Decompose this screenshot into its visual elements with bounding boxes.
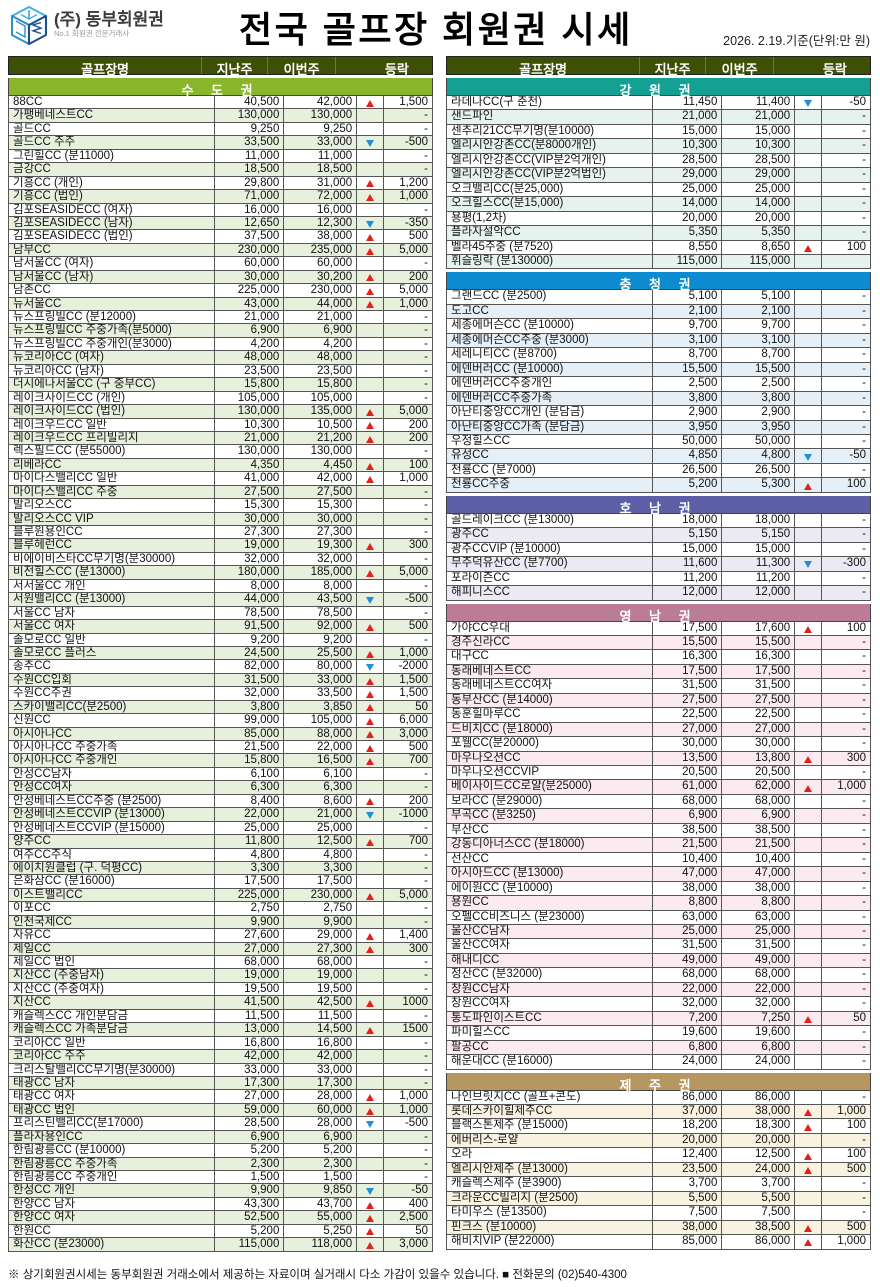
svg-text:(주) 동부회원권: (주) 동부회원권 xyxy=(54,10,164,29)
svg-text:No.1 회원권 전문거래사: No.1 회원권 전문거래사 xyxy=(54,28,129,38)
